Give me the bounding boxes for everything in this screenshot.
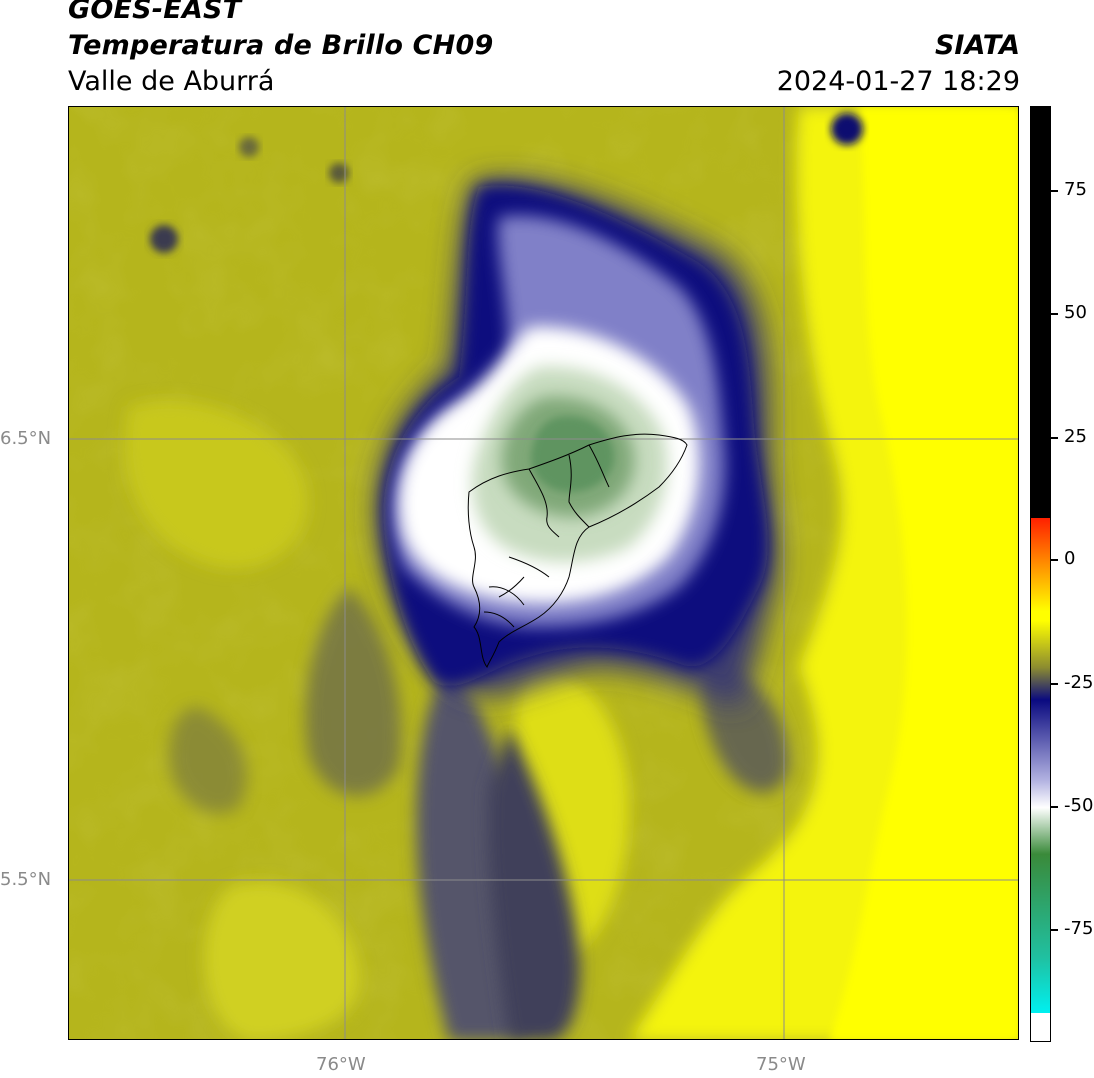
- colorbar-tick-label: 75: [1064, 179, 1087, 200]
- lon-label-76w: 76°W: [316, 1054, 366, 1075]
- region-subtitle: Valle de Aburrá: [68, 66, 275, 97]
- datetime-label: 2024-01-27 18:29: [776, 66, 1020, 97]
- colorbar-tick-label: 50: [1064, 302, 1087, 323]
- colorbar-tick: [1051, 190, 1058, 192]
- colorbar-tick: [1051, 929, 1058, 931]
- temperature-colorbar: [1030, 106, 1051, 1042]
- agency-label: SIATA: [934, 30, 1020, 61]
- colorbar-tick: [1051, 313, 1058, 315]
- colorbar-tick-label: 0: [1064, 548, 1076, 569]
- colorbar-tick: [1051, 683, 1058, 685]
- colorbar-tick: [1051, 559, 1058, 561]
- satellite-map[interactable]: [68, 106, 1019, 1040]
- brightness-temperature-field: [69, 107, 1018, 1039]
- colorbar-tick-label: -75: [1064, 918, 1094, 939]
- colorbar-tick-label: 25: [1064, 426, 1087, 447]
- colorbar-tick: [1051, 437, 1058, 439]
- colorbar-tick: [1051, 806, 1058, 808]
- colorbar-tick-label: -50: [1064, 795, 1094, 816]
- satellite-title: GOES-EAST: [68, 0, 242, 25]
- product-title: Temperatura de Brillo CH09: [68, 30, 494, 61]
- lat-label-5-5n: 5.5°N: [0, 869, 52, 890]
- lat-label-6-5n: 6.5°N: [0, 428, 52, 449]
- colorbar-tick-label: -25: [1064, 672, 1094, 693]
- lon-label-75w: 75°W: [756, 1054, 806, 1075]
- municipal-boundaries: [467, 433, 688, 668]
